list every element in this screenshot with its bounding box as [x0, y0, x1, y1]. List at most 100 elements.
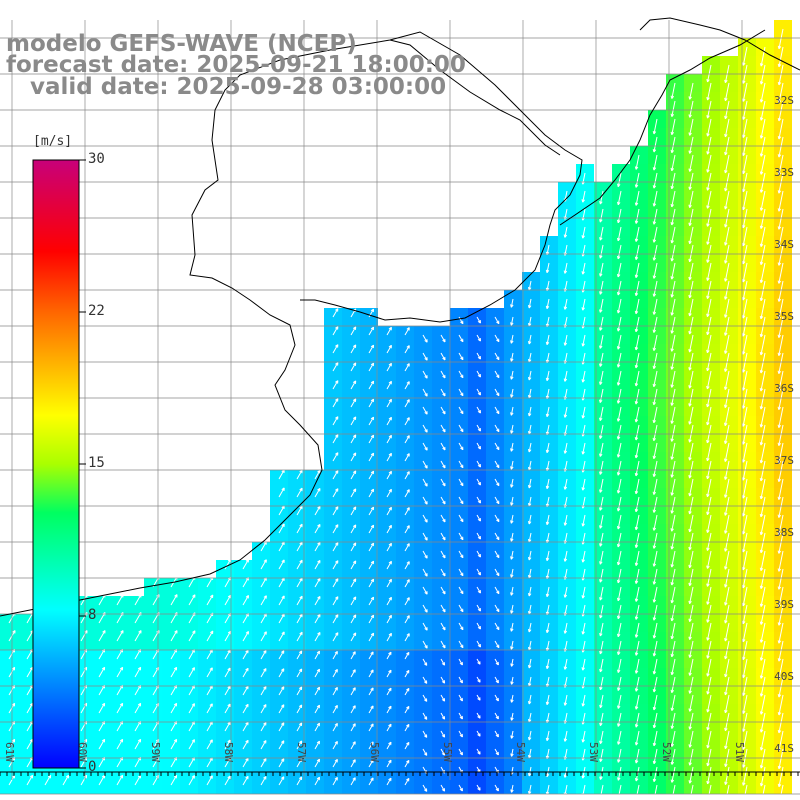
- wind-arrow: [689, 532, 694, 550]
- wind-arrow: [761, 784, 766, 800]
- wind-arrow: [582, 478, 586, 491]
- wind-arrow: [617, 712, 622, 727]
- wind-arrow-head: [617, 202, 621, 206]
- wind-arrow-head: [689, 654, 692, 658]
- wind-arrow: [332, 416, 339, 426]
- wind-arrow-head: [653, 420, 657, 424]
- wind-arrow-head: [245, 757, 249, 761]
- wind-arrow-head: [760, 496, 764, 500]
- wind-arrow-head: [707, 565, 710, 569]
- wind-arrow: [582, 514, 586, 527]
- wind-arrow: [742, 442, 748, 463]
- wind-arrow: [440, 370, 446, 379]
- wind-arrow: [760, 64, 766, 85]
- wind-arrow: [582, 442, 586, 455]
- wind-arrow: [116, 739, 124, 750]
- wind-arrow: [760, 586, 766, 607]
- wind-arrow: [671, 496, 676, 514]
- wind-arrow-head: [191, 703, 195, 706]
- wind-arrow: [510, 532, 514, 542]
- wind-arrow-head: [173, 702, 177, 706]
- wind-arrow: [653, 676, 658, 693]
- lat-label-39s: 39S: [774, 598, 794, 611]
- wind-arrow: [742, 730, 748, 750]
- wind-arrow: [671, 694, 676, 711]
- wind-arrow-head: [528, 341, 532, 345]
- wind-arrow-head: [582, 631, 585, 635]
- wind-arrow: [760, 532, 766, 553]
- wind-arrow: [546, 316, 550, 327]
- wind-arrow: [689, 568, 694, 586]
- wind-arrow-head: [11, 666, 15, 670]
- wind-arrow: [404, 760, 410, 768]
- wind-arrow: [440, 460, 446, 469]
- wind-arrow-head: [317, 487, 321, 491]
- wind-arrow: [332, 542, 339, 552]
- wind-arrow: [278, 668, 285, 678]
- wind-arrow-head: [335, 596, 339, 599]
- wind-arrow: [599, 568, 604, 583]
- wind-arrow-head: [65, 774, 69, 778]
- wind-arrow-head: [599, 237, 603, 241]
- wind-arrow: [386, 345, 392, 354]
- wind-arrow-head: [742, 116, 746, 120]
- wind-arrow: [546, 496, 550, 507]
- wind-arrow-head: [671, 761, 675, 765]
- wind-arrow-head: [742, 333, 746, 337]
- wind-arrow: [188, 721, 195, 732]
- wind-arrow: [494, 604, 500, 612]
- wind-arrow-head: [635, 527, 639, 531]
- wind-arrow-head: [281, 523, 285, 527]
- wind-arrow-head: [546, 774, 550, 778]
- wind-arrow-head: [707, 763, 710, 767]
- wind-arrow-head: [778, 658, 782, 662]
- wind-arrow: [296, 541, 303, 552]
- wind-arrow: [386, 723, 392, 732]
- wind-arrow: [476, 406, 481, 414]
- wind-arrow: [742, 514, 748, 535]
- wind-arrow: [242, 775, 249, 786]
- wind-arrow: [778, 424, 784, 446]
- wind-arrow: [404, 399, 410, 408]
- wind-arrow: [116, 630, 124, 642]
- wind-arrow-head: [245, 721, 249, 725]
- wind-arrow: [707, 64, 712, 83]
- wind-arrow: [422, 370, 428, 379]
- wind-arrow: [98, 630, 106, 642]
- wind-arrow: [458, 568, 464, 576]
- wind-arrow: [599, 262, 604, 277]
- wind-arrow-head: [707, 241, 710, 245]
- wind-arrow-head: [406, 633, 410, 636]
- wind-arrow-head: [724, 656, 728, 660]
- wind-arrow-head: [617, 526, 621, 530]
- wind-arrow: [671, 208, 676, 226]
- wind-arrow-head: [689, 475, 692, 479]
- wind-arrow: [671, 676, 676, 693]
- wind-arrow: [671, 262, 676, 280]
- wind-arrow-head: [689, 565, 692, 569]
- wind-arrow-head: [778, 460, 782, 464]
- wind-arrow: [742, 406, 748, 427]
- wind-arrow: [296, 776, 303, 786]
- wind-arrow: [386, 777, 392, 786]
- wind-arrow: [26, 703, 34, 714]
- wind-arrow-head: [334, 669, 338, 672]
- wind-arrow-head: [138, 594, 142, 597]
- wind-arrow: [278, 469, 285, 480]
- wind-arrow-head: [298, 776, 302, 780]
- wind-arrow-head: [599, 453, 603, 457]
- wind-arrow-head: [388, 741, 392, 745]
- wind-arrow: [617, 694, 622, 709]
- wind-arrow-head: [528, 629, 532, 633]
- wind-arrow-head: [617, 616, 621, 620]
- wind-arrow: [80, 703, 88, 714]
- wind-arrow-head: [317, 595, 321, 599]
- wind-arrow-head: [511, 681, 514, 685]
- wind-arrow-head: [653, 239, 657, 243]
- wind-arrow: [689, 442, 694, 461]
- wind-arrow-head: [582, 271, 585, 275]
- wind-arrow: [350, 578, 357, 588]
- colorbar-tick-0: 0: [88, 759, 97, 775]
- wind-arrow: [458, 514, 464, 522]
- wind-arrow: [689, 712, 694, 730]
